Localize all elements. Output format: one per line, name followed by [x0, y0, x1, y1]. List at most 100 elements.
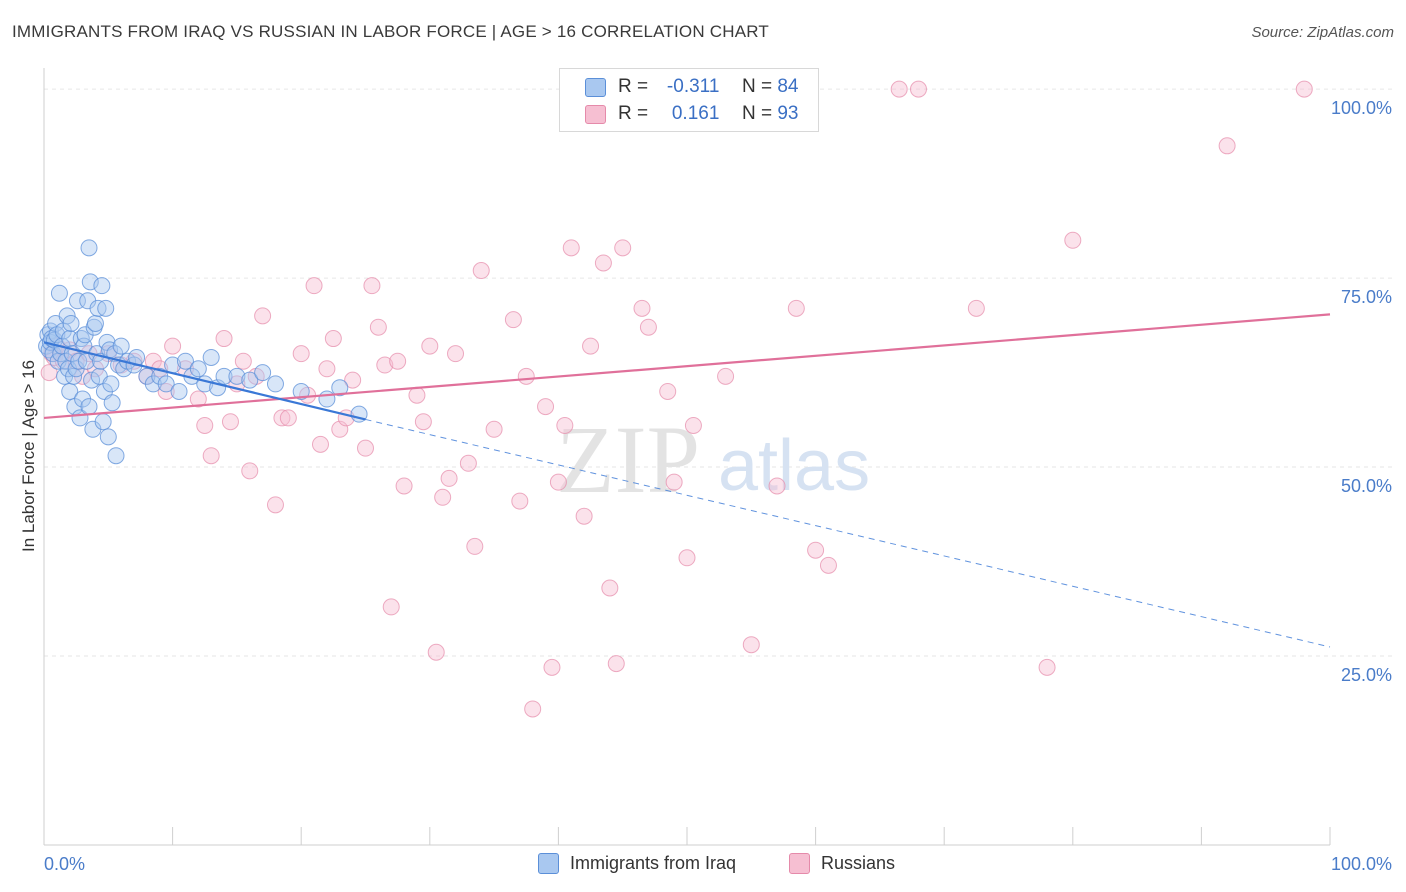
trend-line-russians [43, 313, 1331, 420]
data-point-russians [344, 371, 362, 389]
data-point-russians [427, 643, 445, 661]
data-point-russians [389, 352, 407, 370]
legend-r-label: R = [618, 103, 649, 124]
data-point-iraq [86, 314, 104, 332]
bottom-legend-swatch-iraq [538, 853, 559, 874]
data-point-russians [254, 307, 272, 325]
data-point-russians [556, 416, 574, 434]
y-tick-label: 50.0% [1341, 476, 1392, 496]
data-point-russians [202, 447, 220, 465]
legend-n-value: 93 [777, 103, 799, 124]
data-point-russians [305, 277, 323, 295]
data-point-russians [601, 579, 619, 597]
iraq-points [38, 239, 368, 465]
data-point-russians [292, 345, 310, 363]
data-point-russians [665, 473, 683, 491]
data-point-russians [524, 700, 542, 718]
data-point-russians [266, 496, 284, 514]
trend-line-iraq [43, 341, 366, 421]
legend-r-value: -0.311 [666, 76, 720, 97]
data-point-russians [1038, 658, 1056, 676]
data-point-iraq [292, 382, 310, 400]
data-point-russians [549, 473, 567, 491]
data-point-iraq [254, 364, 272, 382]
data-point-russians [575, 507, 593, 525]
data-point-russians [742, 636, 760, 654]
legend-swatch-iraq [585, 78, 606, 97]
data-point-russians [221, 413, 239, 431]
data-point-russians [1218, 137, 1236, 155]
data-point-russians [363, 277, 381, 295]
data-point-russians [517, 367, 535, 385]
data-point-russians [421, 337, 439, 355]
data-point-russians [543, 658, 561, 676]
data-point-russians [562, 239, 580, 257]
data-point-russians [582, 337, 600, 355]
data-point-russians [447, 345, 465, 363]
data-point-iraq [68, 292, 86, 310]
data-point-russians [768, 477, 786, 495]
legend-n-label: N = [741, 103, 773, 124]
data-point-iraq [107, 447, 125, 465]
data-point-iraq [102, 375, 120, 393]
legend-r-label: R = [618, 76, 649, 97]
data-point-russians [1295, 80, 1313, 98]
legend-swatch-russians [585, 105, 606, 124]
data-point-iraq [318, 390, 336, 408]
data-point-iraq [97, 299, 115, 317]
data-point-russians [234, 352, 252, 370]
data-point-russians [787, 299, 805, 317]
data-point-russians [472, 262, 490, 280]
data-point-iraq [157, 375, 175, 393]
legend-r-value: 0.161 [671, 103, 720, 124]
legend-n-label: N = [741, 76, 773, 97]
data-point-russians [241, 462, 259, 480]
y-tick-label: 25.0% [1341, 665, 1392, 685]
data-point-iraq [331, 379, 349, 397]
trend-lines [43, 313, 1331, 648]
data-point-iraq [62, 314, 80, 332]
data-point-iraq [80, 398, 98, 416]
watermark-zip: ZIP [556, 406, 700, 513]
data-point-russians [408, 386, 426, 404]
data-point-russians [807, 541, 825, 559]
bottom-legend-label-russians: Russians [821, 853, 896, 873]
data-point-russians [434, 488, 452, 506]
data-point-iraq [99, 428, 117, 446]
data-point-russians [614, 239, 632, 257]
source-label: Source: ZipAtlas.com [1251, 24, 1394, 41]
trend-line-iraq-extension [365, 418, 1331, 648]
data-point-russians [659, 382, 677, 400]
data-point-russians [395, 477, 413, 495]
data-point-russians [164, 337, 182, 355]
watermark-atlas: atlas [718, 426, 870, 506]
x-tick-labels: 0.0% 100.0% [44, 854, 1392, 874]
y-axis-title: In Labor Force | Age > 16 [19, 360, 38, 552]
data-point-russians [485, 420, 503, 438]
axes [43, 68, 1331, 846]
data-point-iraq [103, 394, 121, 412]
watermark: ZIP atlas [556, 406, 870, 513]
data-point-iraq [266, 375, 284, 393]
data-point-russians [318, 360, 336, 378]
data-point-russians [189, 390, 207, 408]
correlation-legend: R = -0.311 N = 84 R = 0.161 N = 93 [559, 68, 819, 132]
data-point-iraq [215, 367, 233, 385]
data-point-russians [369, 318, 387, 336]
data-point-russians [511, 492, 529, 510]
data-point-iraq [50, 284, 68, 302]
data-point-iraq [83, 371, 101, 389]
data-point-iraq [112, 337, 130, 355]
data-point-russians [324, 330, 342, 348]
data-point-russians [678, 549, 696, 567]
data-point-russians [967, 299, 985, 317]
y-tick-label: 75.0% [1341, 287, 1392, 307]
data-point-russians [215, 330, 233, 348]
data-point-russians [459, 454, 477, 472]
data-point-iraq [241, 371, 259, 389]
russians-points [40, 80, 1313, 718]
data-point-russians [684, 416, 702, 434]
data-point-russians [639, 318, 657, 336]
data-point-russians [909, 80, 927, 98]
data-point-iraq [202, 348, 220, 366]
